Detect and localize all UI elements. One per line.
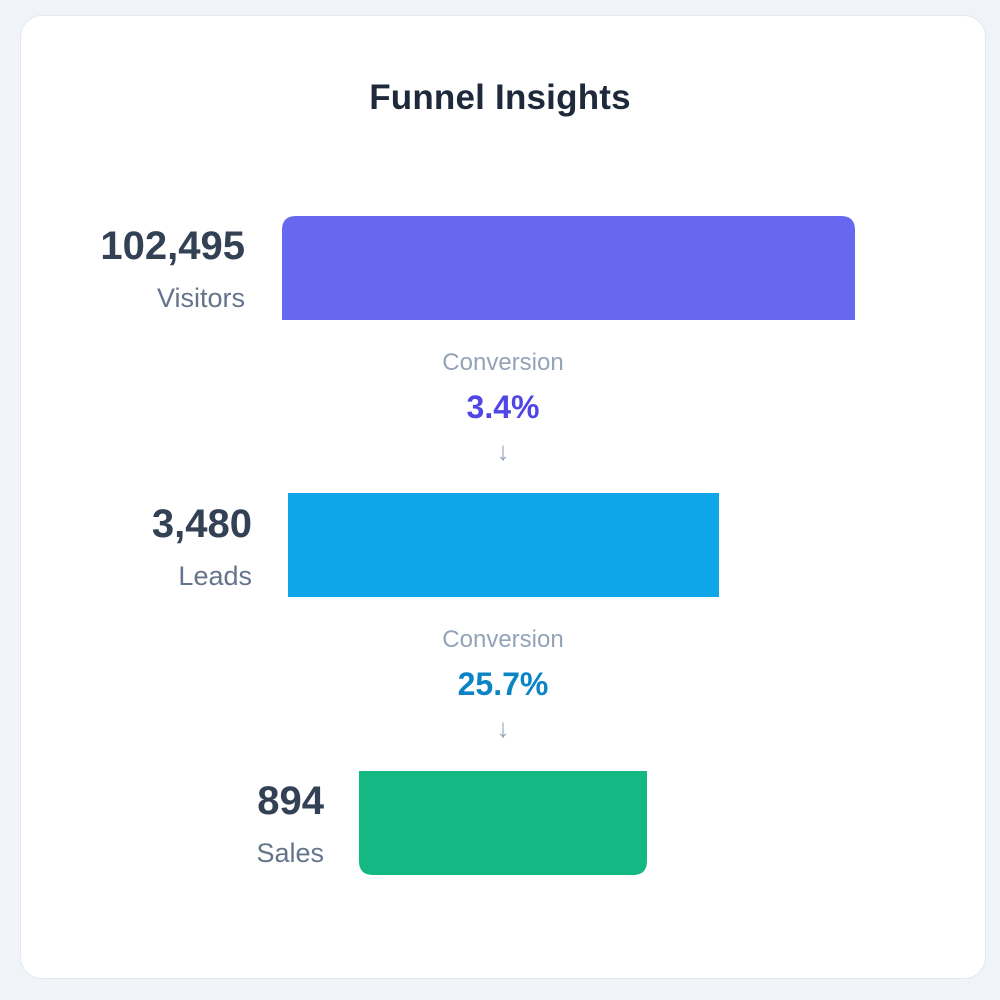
- funnel-bar-leads: [288, 493, 719, 597]
- conversion-value-1: 3.4%: [466, 389, 540, 425]
- conversion-label-1: Conversion: [442, 349, 564, 376]
- down-arrow-icon: ↓: [496, 713, 510, 743]
- stage-value-visitors: 102,495: [100, 224, 245, 268]
- down-arrow-icon: ↓: [496, 436, 510, 466]
- stage-label-sales: Sales: [256, 838, 324, 868]
- stage-label-visitors: Visitors: [156, 283, 245, 313]
- conversion-label-2: Conversion: [442, 626, 564, 653]
- conversion-value-2: 25.7%: [457, 666, 549, 702]
- stage-label-leads: Leads: [178, 561, 252, 591]
- stage-value-leads: 3,480: [151, 502, 252, 546]
- stage-value-sales: 894: [257, 779, 324, 823]
- funnel-bar-sales: [359, 771, 647, 875]
- funnel-bar-visitors: [282, 216, 855, 320]
- chart-title: Funnel Insights: [369, 78, 631, 117]
